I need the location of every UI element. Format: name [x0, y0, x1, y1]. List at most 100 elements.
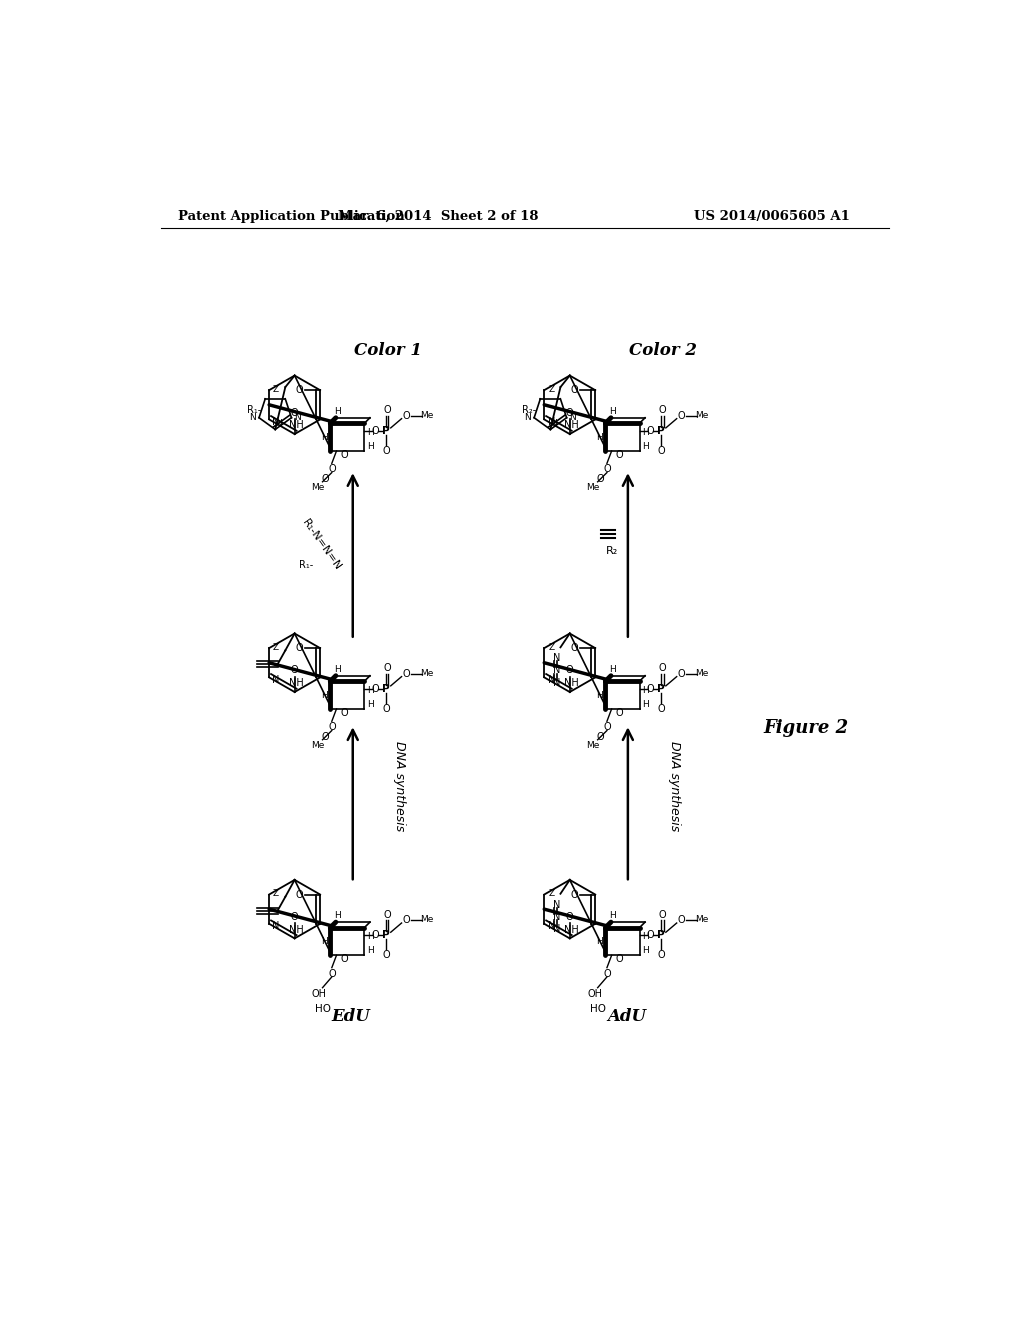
Text: Me: Me — [695, 669, 709, 678]
Text: P: P — [657, 426, 665, 436]
Text: N: N — [553, 912, 560, 921]
Text: O: O — [295, 643, 303, 653]
Text: O: O — [328, 722, 336, 733]
Text: N: N — [272, 417, 280, 426]
Text: H: H — [642, 686, 649, 694]
Text: O: O — [657, 950, 665, 961]
Text: O: O — [596, 733, 604, 742]
Text: O: O — [382, 446, 390, 455]
Text: R₁-: R₁- — [299, 560, 313, 569]
Text: O: O — [615, 954, 624, 964]
Text: R₂: R₂ — [606, 545, 618, 556]
Text: N: N — [569, 413, 577, 422]
Text: Me: Me — [311, 483, 325, 491]
Text: R₁-: R₁- — [247, 404, 261, 414]
Text: O: O — [570, 385, 579, 395]
Text: Color 2: Color 2 — [629, 342, 696, 359]
Text: O: O — [678, 668, 685, 678]
Text: Me: Me — [421, 411, 434, 420]
Text: P: P — [382, 684, 390, 694]
Text: Z: Z — [273, 890, 280, 898]
Text: O: O — [658, 405, 666, 416]
Text: NH: NH — [564, 924, 579, 935]
Text: O: O — [372, 931, 379, 940]
Text: Me: Me — [421, 916, 434, 924]
Text: AdU: AdU — [607, 1008, 646, 1026]
Text: O: O — [615, 708, 624, 718]
Text: N: N — [294, 413, 301, 422]
Text: H: H — [321, 937, 328, 946]
Text: N: N — [550, 418, 557, 428]
Text: Me: Me — [311, 741, 325, 750]
Text: R₂-: R₂- — [522, 404, 537, 414]
Text: H: H — [368, 700, 374, 709]
Text: Me: Me — [587, 483, 600, 491]
Text: O: O — [328, 969, 336, 979]
Text: EdU: EdU — [332, 1008, 371, 1026]
Text: H: H — [642, 442, 649, 451]
Text: US 2014/0065605 A1: US 2014/0065605 A1 — [693, 210, 850, 223]
Text: O: O — [372, 684, 379, 694]
Text: O: O — [402, 915, 410, 925]
Text: O: O — [566, 912, 573, 921]
Text: H: H — [368, 946, 374, 956]
Text: Z: Z — [548, 890, 554, 898]
Text: O: O — [657, 446, 665, 455]
Text: O: O — [646, 684, 654, 694]
Text: H: H — [321, 690, 328, 700]
Text: P: P — [382, 931, 390, 940]
Text: N: N — [553, 924, 560, 935]
Text: N: N — [553, 665, 560, 676]
Text: NH: NH — [289, 924, 304, 935]
Text: H: H — [368, 428, 374, 437]
Text: Me: Me — [421, 669, 434, 678]
Text: Me: Me — [587, 741, 600, 750]
Text: H: H — [596, 937, 602, 946]
Text: N: N — [548, 921, 555, 931]
Text: O: O — [603, 969, 610, 979]
Text: P: P — [657, 684, 665, 694]
Text: OH: OH — [312, 989, 327, 999]
Text: H: H — [642, 428, 649, 437]
Text: O: O — [570, 890, 579, 899]
Text: N: N — [250, 413, 256, 422]
Text: N: N — [272, 675, 280, 685]
Text: H: H — [334, 407, 341, 416]
Text: H: H — [368, 932, 374, 941]
Text: O: O — [603, 722, 610, 733]
Text: H: H — [642, 700, 649, 709]
Text: NH: NH — [564, 678, 579, 688]
Text: O: O — [383, 909, 391, 920]
Text: R₁-N=N=N: R₁-N=N=N — [300, 517, 343, 573]
Text: NH: NH — [564, 420, 579, 430]
Text: O: O — [328, 465, 336, 474]
Text: O: O — [646, 931, 654, 940]
Text: N: N — [553, 899, 560, 909]
Text: N: N — [553, 677, 560, 688]
Text: Color 1: Color 1 — [353, 342, 422, 359]
Text: P: P — [382, 426, 390, 436]
Text: H: H — [609, 665, 615, 675]
Text: O: O — [372, 426, 379, 436]
Text: DNA synthesis: DNA synthesis — [393, 741, 406, 832]
Text: H: H — [334, 665, 341, 675]
Text: O: O — [658, 663, 666, 673]
Text: O: O — [382, 950, 390, 961]
Text: P: P — [657, 931, 665, 940]
Text: Z: Z — [548, 385, 554, 393]
Text: H: H — [642, 932, 649, 941]
Text: O: O — [402, 668, 410, 678]
Text: N: N — [548, 675, 555, 685]
Text: N: N — [553, 653, 560, 663]
Text: O: O — [295, 385, 303, 395]
Text: H: H — [609, 407, 615, 416]
Text: H: H — [609, 912, 615, 920]
Text: O: O — [383, 663, 391, 673]
Text: H: H — [642, 946, 649, 956]
Text: O: O — [291, 408, 298, 417]
Text: H: H — [596, 433, 602, 442]
Text: O: O — [383, 405, 391, 416]
Text: O: O — [658, 909, 666, 920]
Text: O: O — [678, 411, 685, 421]
Text: Patent Application Publication: Patent Application Publication — [178, 210, 406, 223]
